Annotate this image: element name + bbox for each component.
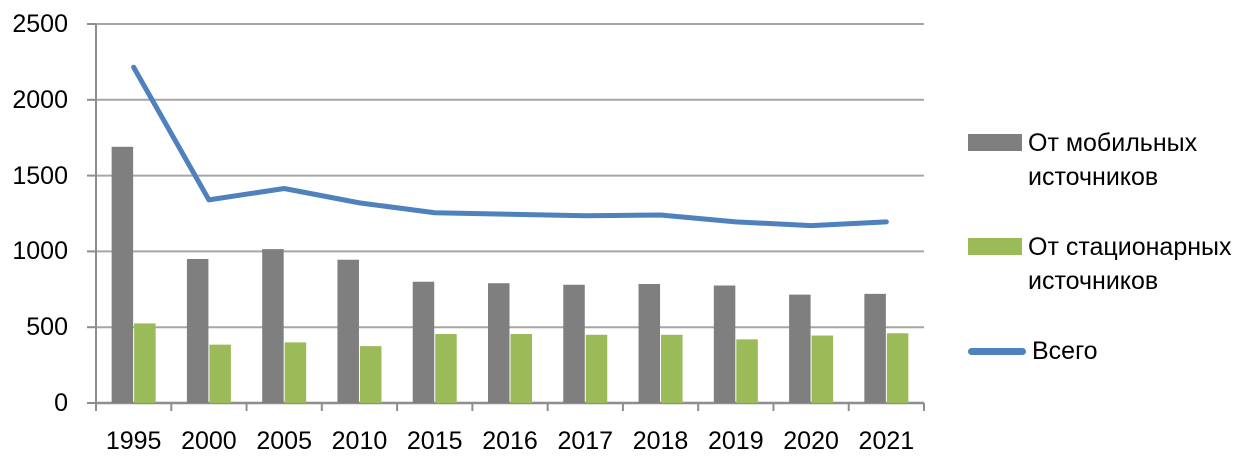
bar-stationary-sources-2016 (510, 334, 532, 403)
legend-label-total: Всего (1032, 337, 1098, 365)
y-axis-label-2500: 2500 (12, 10, 68, 38)
bar-mobile-sources-2005 (262, 249, 284, 403)
y-axis-label-0: 0 (54, 389, 68, 417)
x-axis-label-2018: 2018 (632, 427, 689, 455)
x-axis-label-2020: 2020 (783, 427, 839, 455)
line-total (131, 64, 889, 229)
bar-stationary-sources-2000 (209, 344, 231, 403)
x-axis-label-2005: 2005 (256, 427, 312, 455)
bar-mobile-sources-2000 (186, 258, 209, 403)
x-axis-label-2016: 2016 (482, 427, 538, 455)
x-axis-label-1995: 1995 (105, 427, 162, 455)
bar-mobile-sources-2017 (563, 284, 585, 403)
legend-swatch-total-line (968, 348, 1026, 355)
y-axis-label-2000: 2000 (12, 85, 68, 114)
bar-stationary-sources-2017 (585, 334, 608, 403)
legend-label-stationary-sources: От стационарных источников (1028, 233, 1232, 295)
bar-mobile-sources-1995 (111, 146, 134, 403)
bar-stationary-sources-2010 (359, 346, 382, 403)
legend-item-mobile-sources: От мобильных источников (968, 126, 1250, 194)
x-axis-label-2021: 2021 (858, 427, 915, 455)
bar-mobile-sources-2018 (638, 283, 661, 403)
bar-mobile-sources-2020 (789, 294, 811, 403)
bar-stationary-sources-2019 (736, 339, 758, 403)
x-axis-label-2010: 2010 (331, 427, 388, 455)
legend-swatch-stationary-sources (968, 238, 1022, 255)
x-axis-label-2015: 2015 (406, 427, 463, 455)
bar-stationary-sources-2015 (435, 334, 457, 403)
y-axis-label-500: 500 (26, 313, 68, 342)
bar-stationary-sources-1995 (134, 323, 156, 403)
bar-mobile-sources-2016 (488, 283, 510, 403)
legend-label-mobile-sources: От мобильных источников (1028, 129, 1198, 191)
x-axis-label-2019: 2019 (708, 427, 764, 455)
y-axis-label-1500: 1500 (12, 161, 68, 190)
legend-swatch-mobile-sources (968, 134, 1022, 151)
x-axis-label-2017: 2017 (557, 427, 614, 455)
bar-mobile-sources-2015 (412, 281, 435, 403)
x-axis-label-2000: 2000 (181, 427, 237, 455)
legend-item-total: Всего (968, 334, 1250, 368)
bar-mobile-sources-2021 (864, 293, 886, 403)
legend-item-stationary-sources: От стационарных источников (968, 230, 1250, 298)
bar-stationary-sources-2021 (886, 333, 909, 403)
chart-legend: От мобильных источников От стационарных … (968, 126, 1250, 368)
bar-stationary-sources-2018 (661, 334, 683, 403)
bar-mobile-sources-2019 (713, 285, 736, 403)
bar-stationary-sources-2005 (284, 342, 307, 403)
bar-stationary-sources-2020 (811, 335, 834, 403)
bar-mobile-sources-2010 (337, 259, 359, 403)
y-axis-label-1000: 1000 (12, 237, 68, 266)
